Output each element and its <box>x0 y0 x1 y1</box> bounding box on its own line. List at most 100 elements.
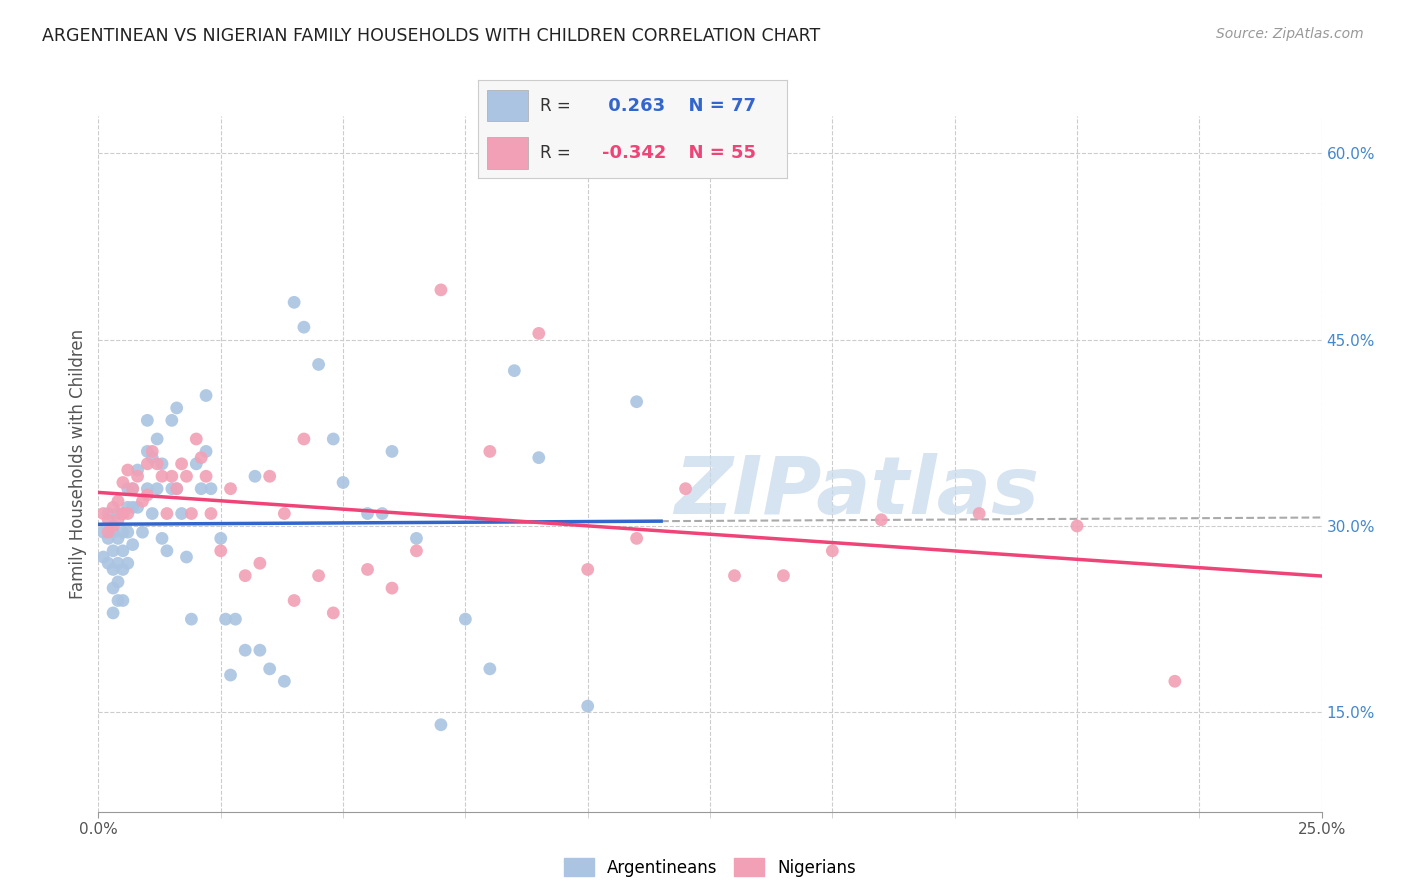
Point <box>870 513 893 527</box>
Point <box>107 556 129 570</box>
Point <box>111 543 134 558</box>
Point <box>107 507 129 521</box>
Point <box>283 295 305 310</box>
Point <box>195 444 218 458</box>
Point <box>322 606 344 620</box>
Point <box>160 482 183 496</box>
Point <box>249 556 271 570</box>
Point <box>219 668 242 682</box>
Point <box>233 643 256 657</box>
Point <box>160 469 183 483</box>
Point <box>117 463 139 477</box>
Point <box>111 593 134 607</box>
Point <box>111 562 134 576</box>
Point <box>150 532 173 546</box>
Point <box>527 326 550 341</box>
Point <box>322 432 344 446</box>
Point <box>121 538 143 552</box>
Point <box>186 457 208 471</box>
Text: 0.263: 0.263 <box>602 97 665 115</box>
Text: ARGENTINEAN VS NIGERIAN FAMILY HOUSEHOLDS WITH CHILDREN CORRELATION CHART: ARGENTINEAN VS NIGERIAN FAMILY HOUSEHOLD… <box>42 27 821 45</box>
Point <box>111 507 134 521</box>
Point <box>200 507 222 521</box>
Point <box>121 500 143 515</box>
Point <box>160 413 183 427</box>
Point <box>156 507 179 521</box>
Point <box>111 475 134 490</box>
Point <box>209 532 232 546</box>
Point <box>967 507 990 521</box>
Point <box>111 507 134 521</box>
Point <box>121 482 143 496</box>
Point <box>527 450 550 465</box>
Point <box>101 500 124 515</box>
Point <box>131 525 153 540</box>
Point <box>576 699 599 714</box>
Point <box>117 482 139 496</box>
Text: Source: ZipAtlas.com: Source: ZipAtlas.com <box>1216 27 1364 41</box>
Point <box>723 568 745 582</box>
Point <box>156 543 179 558</box>
Point <box>176 469 198 483</box>
Point <box>292 320 315 334</box>
Point <box>166 482 188 496</box>
Point <box>209 543 232 558</box>
Point <box>308 358 330 372</box>
Point <box>478 662 501 676</box>
Point <box>478 444 501 458</box>
Point <box>626 532 648 546</box>
Point <box>292 432 315 446</box>
Point <box>111 525 134 540</box>
Point <box>195 469 218 483</box>
Point <box>101 562 124 576</box>
Point <box>131 494 153 508</box>
Y-axis label: Family Households with Children: Family Households with Children <box>69 329 87 599</box>
Point <box>224 612 246 626</box>
Point <box>136 457 159 471</box>
Point <box>97 532 120 546</box>
Point <box>166 401 188 415</box>
Point <box>283 593 305 607</box>
Point <box>117 525 139 540</box>
Point <box>136 413 159 427</box>
Point <box>107 593 129 607</box>
Point <box>146 457 169 471</box>
Point <box>170 507 193 521</box>
Point <box>101 525 124 540</box>
Point <box>146 432 169 446</box>
Point <box>107 513 129 527</box>
Point <box>273 674 295 689</box>
Point <box>117 507 139 521</box>
Point <box>356 507 378 521</box>
Point <box>273 507 295 521</box>
Point <box>146 482 169 496</box>
Point <box>150 469 173 483</box>
Text: N = 77: N = 77 <box>676 97 756 115</box>
Point <box>136 482 159 496</box>
Point <box>381 444 404 458</box>
Point <box>381 581 404 595</box>
Point <box>430 717 453 731</box>
Point <box>127 500 149 515</box>
Point <box>97 507 120 521</box>
Point <box>200 482 222 496</box>
Point <box>430 283 453 297</box>
Point <box>308 568 330 582</box>
Point <box>101 519 124 533</box>
Point <box>243 469 266 483</box>
Point <box>117 500 139 515</box>
Point <box>356 562 378 576</box>
Point <box>97 556 120 570</box>
Point <box>91 507 114 521</box>
Point <box>97 525 120 540</box>
Point <box>150 457 173 471</box>
Point <box>626 394 648 409</box>
Point <box>405 543 427 558</box>
Point <box>821 543 844 558</box>
Point <box>170 457 193 471</box>
Point <box>186 432 208 446</box>
Point <box>195 388 218 402</box>
Point <box>107 574 129 589</box>
Point <box>1164 674 1187 689</box>
Point <box>576 562 599 576</box>
